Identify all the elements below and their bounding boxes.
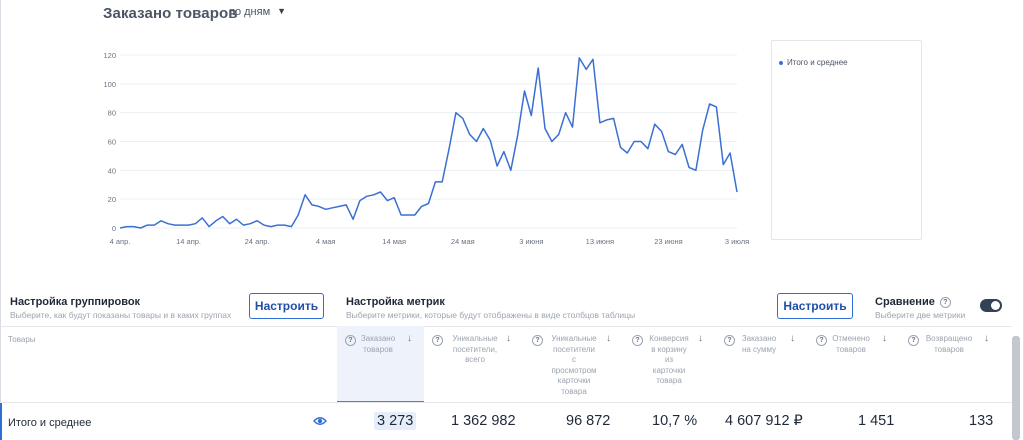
x-tick-label: 23 июня	[654, 237, 682, 246]
help-icon[interactable]: ?	[939, 296, 951, 308]
metrics-subtitle: Выберите метрики, которые будут отображе…	[346, 310, 636, 320]
x-tick-label: 3 июня	[519, 237, 543, 246]
sort-arrow-down-icon[interactable]: ↓	[984, 333, 989, 344]
metrics-title: Настройка метрик	[346, 296, 445, 308]
comparison-toggle[interactable]	[980, 299, 1002, 312]
window-border-left	[0, 0, 1, 440]
y-tick-label: 100	[103, 80, 116, 89]
table-scrollbar[interactable]	[1012, 336, 1020, 440]
y-tick-label: 80	[108, 109, 116, 118]
sort-arrow-down-icon[interactable]: ↓	[882, 333, 887, 344]
sort-arrow-down-icon[interactable]: ↓	[698, 333, 703, 344]
legend-item-label: Итого и среднее	[787, 58, 848, 67]
legend-marker-icon	[779, 60, 783, 65]
row-selection-accent	[0, 403, 2, 440]
goods-column-header: Товары	[8, 335, 36, 344]
col-header-label: Возвращено товаров	[925, 334, 973, 354]
grouping-configure-button[interactable]: Настроить	[249, 293, 324, 319]
x-tick-label: 14 апр.	[176, 237, 201, 246]
sort-arrow-down-icon[interactable]: ↓	[506, 333, 511, 344]
total-row-label: Итого и среднее	[8, 417, 92, 429]
chart-title: Заказано товаров	[103, 5, 238, 22]
y-tick-label: 40	[108, 166, 116, 175]
help-icon[interactable]: ?	[632, 335, 643, 346]
col-header-returned[interactable]: ? Возвращено товаров ↓	[900, 326, 1006, 402]
cell-visitors-with-view: 96 872	[566, 413, 611, 429]
cell-returned: 133	[969, 413, 994, 429]
col-header-label: Отменено товаров	[832, 334, 870, 354]
comparison-header: Сравнение ?	[875, 296, 951, 308]
help-icon[interactable]: ?	[816, 335, 827, 346]
metrics-configure-button[interactable]: Настроить	[777, 293, 853, 319]
help-icon[interactable]: ?	[532, 335, 543, 346]
sort-arrow-down-icon[interactable]: ↓	[790, 333, 795, 344]
toggle-knob	[991, 301, 1000, 310]
comparison-title: Сравнение	[875, 296, 935, 308]
grouping-title: Настройка группировок	[10, 296, 141, 308]
eye-icon[interactable]	[313, 416, 327, 426]
col-header-label: Конверсия в корзину из карточки товара	[649, 334, 689, 385]
cell-cancelled: 1 451	[858, 413, 895, 429]
col-header-unique-visitors[interactable]: ? Уникальные посетители, всего ↓	[424, 326, 524, 402]
col-header-ordered-sum[interactable]: ? Заказано на сумму ↓	[716, 326, 808, 402]
col-header-cancelled[interactable]: ? Отменено товаров ↓	[808, 326, 900, 402]
chevron-down-icon: ▼	[277, 6, 287, 16]
sort-arrow-down-icon[interactable]: ↓	[407, 333, 412, 344]
x-tick-label: 24 мая	[451, 237, 475, 246]
period-select-label: по дням	[229, 6, 271, 18]
help-icon[interactable]: ?	[432, 335, 443, 346]
cell-ordered-sum: 4 607 912 ₽	[725, 413, 803, 429]
col-header-label: Заказано на сумму	[741, 334, 777, 354]
y-tick-label: 0	[112, 224, 116, 233]
legend-item[interactable]: Итого и среднее	[779, 58, 848, 67]
orders-line-chart: 0 20 40 60 80 100 120 4 апр. 14 апр. 24 апр. 4 ма…	[103, 51, 749, 246]
period-select[interactable]: по дням ▼	[229, 6, 286, 18]
x-tick-label: 4 мая	[316, 237, 336, 246]
grouping-subtitle: Выберите, как будут показаны товары и в …	[10, 310, 232, 320]
help-icon[interactable]: ?	[724, 335, 735, 346]
cell-ordered-items: 3 273	[374, 412, 417, 430]
series-line[interactable]	[119, 57, 738, 229]
col-header-cart-conversion[interactable]: ? Конверсия в корзину из карточки товара…	[624, 326, 716, 402]
col-header-label: Уникальные посетители, всего	[452, 334, 498, 364]
x-tick-label: 4 апр.	[110, 237, 131, 246]
cell-unique-visitors: 1 362 982	[451, 413, 516, 429]
x-tick-label: 13 июня	[586, 237, 614, 246]
help-icon[interactable]: ?	[345, 335, 356, 346]
help-icon[interactable]: ?	[908, 335, 919, 346]
col-header-label: Заказано товаров	[360, 334, 396, 354]
x-tick-label: 14 мая	[382, 237, 406, 246]
y-tick-label: 20	[108, 195, 116, 204]
x-tick-label: 3 июля	[725, 237, 749, 246]
chart-legend: Итого и среднее	[771, 40, 922, 240]
y-tick-label: 120	[103, 51, 116, 60]
y-tick-label: 60	[108, 138, 116, 147]
cell-cart-conversion: 10,7 %	[652, 413, 698, 429]
table-row-border	[0, 402, 1012, 403]
sort-arrow-down-icon[interactable]: ↓	[606, 333, 611, 344]
col-header-label: Уникальные посетители с просмотром карто…	[551, 334, 597, 396]
comparison-subtitle: Выберите две метрики	[875, 310, 966, 320]
table-header-border	[0, 326, 1012, 327]
col-header-visitors-with-view[interactable]: ? Уникальные посетители с просмотром кар…	[524, 326, 624, 402]
col-header-ordered-items[interactable]: ? Заказано товаров ↓	[337, 326, 424, 402]
x-tick-label: 24 апр.	[245, 237, 270, 246]
